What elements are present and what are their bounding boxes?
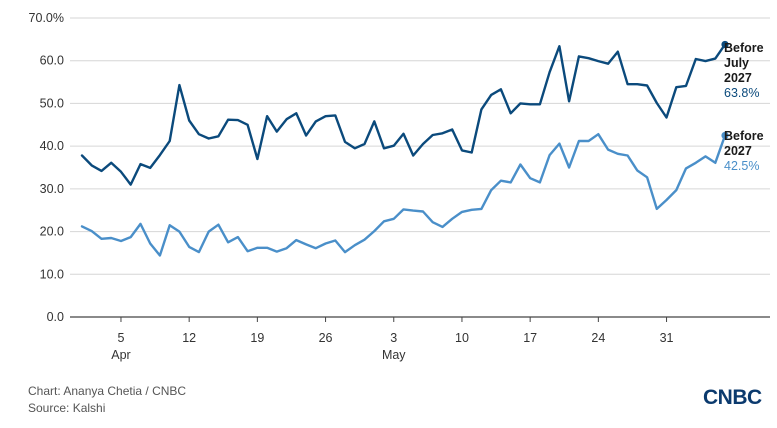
y-tick-label: 50.0	[40, 96, 64, 110]
y-tick-label: 30.0	[40, 182, 64, 196]
series-end-value: 42.5%	[724, 159, 759, 173]
series-end-point	[721, 40, 729, 49]
y-tick-label: 70.0%	[29, 11, 64, 25]
x-tick-label: 10	[455, 331, 469, 345]
y-tick-label: 20.0	[40, 225, 64, 239]
y-tick-label: 0.0	[47, 310, 64, 324]
x-tick-label: 3	[390, 331, 397, 345]
series-end-point	[721, 131, 729, 140]
x-tick-label: 31	[660, 331, 674, 345]
chart-source: Source: Kalshi	[28, 401, 106, 415]
x-tick-label: 26	[319, 331, 333, 345]
y-tick-label: 10.0	[40, 267, 64, 281]
x-tick-label: 17	[523, 331, 537, 345]
series-end-label: Before	[724, 129, 764, 143]
y-tick-label: 40.0	[40, 139, 64, 153]
cnbc-logo: CNBC	[703, 386, 762, 408]
series-line	[80, 132, 727, 257]
chart-credit: Chart: Ananya Chetia / CNBC	[28, 384, 187, 398]
x-axis-tick-labels: 5 Apr 12 19 26 3 May 10 17 24 31	[111, 331, 673, 362]
series-end-label: Before	[724, 41, 764, 55]
y-tick-label: 60.0	[40, 54, 64, 68]
y-axis-tick-labels: 0.0 10.0 20.0 30.0 40.0 50.0 60.0 70.0%	[29, 11, 64, 324]
series-end-label: 2027	[724, 144, 752, 158]
series-end-label: 2027	[724, 71, 752, 85]
series-end-value: 63.8%	[724, 86, 759, 100]
series-lines	[80, 40, 729, 257]
x-tick-month-label: Apr	[111, 348, 130, 362]
series-end-label: July	[724, 56, 749, 70]
x-tick-label: 24	[591, 331, 605, 345]
x-tick-label: 19	[250, 331, 264, 345]
line-chart: 0.0 10.0 20.0 30.0 40.0 50.0 60.0 70.0% 5 Apr 12 1…	[29, 11, 770, 362]
x-tick-label: 5	[117, 331, 124, 345]
svg-text:CNBC: CNBC	[703, 386, 762, 408]
x-tick-label: 12	[182, 331, 196, 345]
gridlines	[70, 17, 770, 322]
x-tick-month-label: May	[382, 348, 406, 362]
series-line	[80, 43, 727, 186]
